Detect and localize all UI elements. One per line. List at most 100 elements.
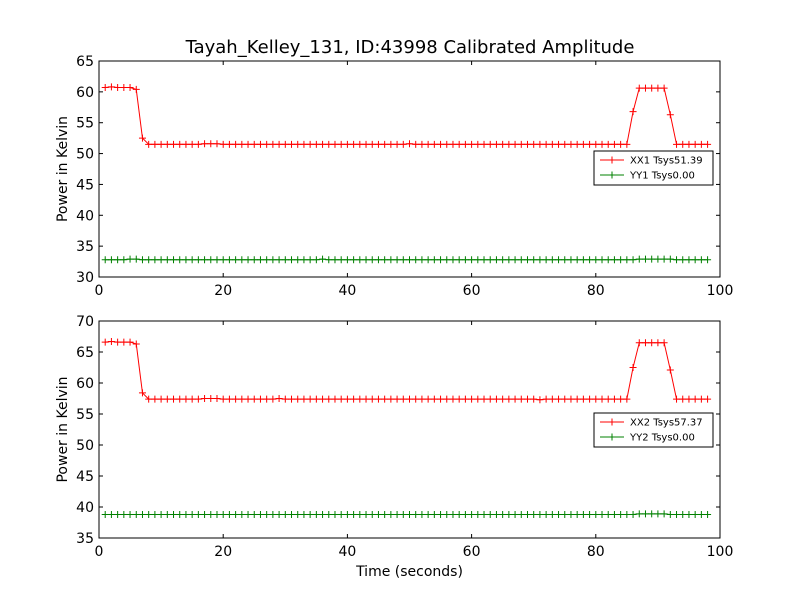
data-point [362,256,370,264]
data-point [412,510,420,518]
data-point [492,140,500,148]
data-point [331,395,339,403]
data-point [132,340,140,348]
data-point [704,395,712,403]
data-point [182,510,190,518]
data-point [691,510,699,518]
y-tick-label: 50 [76,438,94,454]
data-point [288,256,296,264]
data-point [486,140,494,148]
data-point [219,395,227,403]
data-point [424,395,432,403]
data-point [654,255,662,263]
data-point [151,140,159,148]
data-point [704,510,712,518]
data-point [548,395,556,403]
data-point [629,364,637,371]
data-point [188,510,196,518]
data-point [555,256,563,264]
data-point [368,140,376,148]
data-point [362,510,370,518]
x-tick-label: 0 [95,544,104,560]
data-point [232,395,240,403]
data-point [107,256,115,264]
data-point [151,510,159,518]
data-point [176,256,184,264]
data-point [337,256,345,264]
axes-frame [98,320,721,539]
data-point [610,395,618,403]
data-point [449,256,457,264]
data-point [635,255,643,263]
data-point [163,395,171,403]
data-point [604,140,612,148]
data-point [648,339,656,347]
data-point [275,256,283,264]
data-point [337,395,345,403]
data-point [225,395,233,403]
legend-marker [608,418,616,426]
data-point [430,256,438,264]
data-point [250,256,258,264]
data-point [679,140,687,148]
data-point [517,510,525,518]
data-point [157,256,165,264]
data-point [486,395,494,403]
data-point [157,140,165,148]
data-point [635,339,643,347]
legend-box [593,150,714,186]
data-point [536,396,544,404]
data-point [126,338,134,346]
data-point [300,510,308,518]
data-point [381,510,389,518]
data-point [213,256,221,264]
data-point [356,256,364,264]
data-point [263,510,271,518]
data-point [561,140,569,148]
data-point [387,510,395,518]
data-point [343,140,351,148]
data-point [685,140,693,148]
data-point [542,395,550,403]
data-point [673,256,681,264]
axes-frame [98,60,721,278]
data-point [579,395,587,403]
data-point [406,256,413,264]
y-tick-label: 50 [76,147,94,163]
data-point [126,84,134,92]
data-point [275,510,283,518]
data-point [648,84,656,92]
data-point [250,140,258,148]
legend-label: YY2 Tsys0.00 [629,433,695,444]
data-point [374,256,382,264]
data-point [449,140,457,148]
data-point [213,510,221,518]
chart-title: Tayah_Kelley_131, ID:43998 Calibrated Am… [185,37,635,58]
data-point [399,395,407,403]
data-point [629,256,637,264]
data-point [412,395,420,403]
data-point [350,395,358,403]
data-point [567,140,575,148]
data-point [337,140,345,148]
data-point [225,256,233,264]
data-point [660,255,668,263]
data-point [399,510,407,518]
data-point [480,140,488,148]
data-point [579,140,587,148]
data-point [437,140,445,148]
x-tick-label: 20 [214,544,232,560]
data-point [343,256,351,264]
data-point [598,510,606,518]
data-point [449,510,457,518]
data-point [244,395,252,403]
data-point [350,140,358,148]
data-point [194,140,202,148]
data-point [350,510,358,518]
data-point [610,256,618,264]
data-point [362,395,370,403]
data-point [201,256,209,264]
data-point [617,395,625,403]
data-point [573,395,581,403]
data-point [468,256,476,264]
